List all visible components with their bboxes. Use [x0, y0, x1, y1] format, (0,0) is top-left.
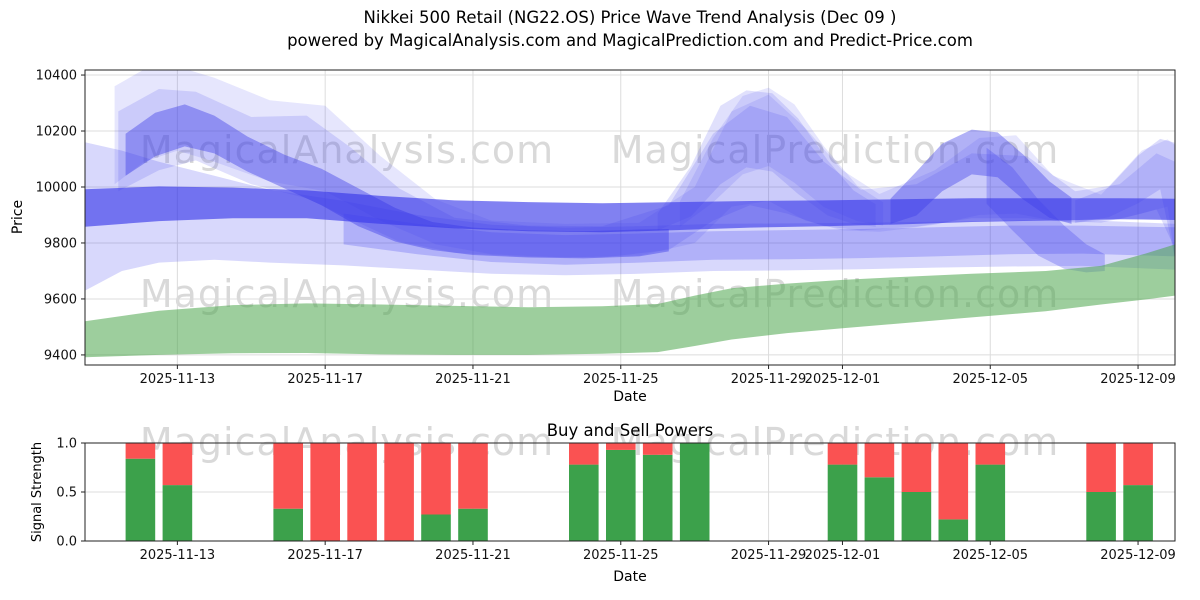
- price-wave-bands: [85, 70, 1175, 358]
- buy-bar-2025-11-21: [458, 508, 488, 541]
- signal-axis-label: Signal Strength: [30, 441, 45, 543]
- svg-text:9800: 9800: [44, 236, 77, 251]
- buy-bar-2025-11-27: [679, 443, 710, 541]
- svg-text:10400: 10400: [36, 69, 77, 84]
- sell-bar-2025-12-02: [864, 443, 895, 478]
- svg-text:9600: 9600: [44, 292, 77, 307]
- sell-bar-2025-12-05: [975, 443, 1006, 465]
- sell-bar-2025-11-13: [162, 443, 193, 486]
- band-channel-core: [85, 186, 1175, 233]
- figure-title: Nikkei 500 Retail (NG22.OS) Price Wave T…: [363, 8, 897, 27]
- svg-text:0.0: 0.0: [56, 535, 77, 550]
- svg-text:2025-11-21: 2025-11-21: [435, 372, 511, 387]
- band-early-spike-core: [125, 104, 669, 259]
- sell-bar-2025-11-20: [421, 443, 451, 515]
- sell-bar-2025-11-26: [642, 443, 673, 455]
- svg-text:2025-11-13: 2025-11-13: [140, 548, 216, 563]
- price-plot-border: [84, 69, 1176, 366]
- svg-text:2025-12-05: 2025-12-05: [952, 372, 1028, 387]
- band-base-fan-left: [85, 142, 1175, 291]
- svg-text:2025-11-25: 2025-11-25: [583, 372, 659, 387]
- band-late-bump-core: [890, 129, 1072, 224]
- price-axis-label: Price: [10, 199, 26, 235]
- svg-text:0.5: 0.5: [56, 486, 77, 501]
- svg-text:2025-11-17: 2025-11-17: [287, 372, 363, 387]
- sell-bar-2025-11-21: [458, 443, 488, 509]
- signal-plot-border: [84, 442, 1176, 542]
- sell-bar-2025-11-17: [310, 443, 340, 541]
- buy-bar-2025-12-02: [864, 477, 895, 541]
- svg-text:2025-11-13: 2025-11-13: [140, 372, 216, 387]
- watermark-analysis-top: MagicalAnalysis.com: [139, 128, 555, 172]
- band-right-rise: [1075, 138, 1175, 259]
- signal-date-axis-label: Date: [613, 569, 647, 585]
- buy-bar-2025-12-09: [1123, 485, 1153, 541]
- band-mid-bump-b: [679, 87, 884, 227]
- svg-text:2025-11-29: 2025-11-29: [731, 548, 807, 563]
- buy-bar-2025-11-16: [273, 508, 303, 541]
- sell-bar-2025-12-04: [938, 443, 969, 520]
- buy-bar-2025-11-12: [125, 458, 156, 541]
- band-mid-bump-a: [657, 90, 876, 231]
- sell-bar-2025-12-09: [1123, 443, 1153, 486]
- svg-text:10000: 10000: [36, 180, 77, 195]
- svg-text:2025-12-09: 2025-12-09: [1100, 372, 1176, 387]
- band-support-green: [85, 244, 1175, 358]
- svg-text:2025-11-17: 2025-11-17: [287, 548, 363, 563]
- svg-text:2025-11-25: 2025-11-25: [583, 548, 659, 563]
- svg-text:2025-12-01: 2025-12-01: [805, 548, 881, 563]
- band-trough-mid: [343, 213, 1175, 265]
- tick-labels: 2025-11-13 2025-11-17 2025-11-21 2025-11-25…: [36, 69, 1176, 563]
- buy-bar-2025-11-20: [421, 514, 451, 541]
- buy-bar-2025-12-08: [1086, 492, 1116, 541]
- sell-bar-2025-11-16: [273, 443, 303, 509]
- buy-bar-2025-11-13: [162, 485, 193, 541]
- price-date-axis-label: Date: [613, 389, 647, 405]
- signal-chart-title: Buy and Sell Powers: [546, 421, 714, 440]
- svg-text:1.0: 1.0: [56, 437, 77, 452]
- sell-bar-2025-12-08: [1086, 443, 1116, 492]
- svg-text:2025-12-09: 2025-12-09: [1100, 548, 1176, 563]
- buy-bar-2025-12-01: [827, 464, 858, 541]
- sell-bar-2025-11-24: [569, 443, 599, 465]
- buy-bar-2025-11-26: [642, 454, 673, 541]
- svg-text:9400: 9400: [44, 348, 77, 363]
- buy-bar-2025-11-25: [606, 449, 636, 541]
- tick-marks: [81, 74, 1139, 545]
- sell-bar-2025-11-18: [347, 443, 377, 541]
- figure-subtitle: powered by MagicalAnalysis.com and Magic…: [287, 31, 973, 50]
- sell-bar-2025-11-12: [125, 443, 156, 459]
- sell-bar-2025-11-25: [606, 443, 636, 450]
- buy-bar-2025-11-24: [569, 464, 599, 541]
- buy-bar-2025-12-03: [901, 492, 932, 541]
- svg-text:2025-11-29: 2025-11-29: [731, 372, 807, 387]
- watermark-prediction-top: MagicalPrediction.com: [610, 128, 1060, 172]
- sell-bar-2025-12-01: [827, 443, 858, 465]
- buy-bar-2025-12-04: [938, 519, 969, 541]
- buy-bar-2025-12-05: [975, 464, 1006, 541]
- svg-text:2025-11-21: 2025-11-21: [435, 548, 511, 563]
- band-late-dip: [986, 147, 1105, 273]
- svg-text:2025-12-01: 2025-12-01: [805, 372, 881, 387]
- sell-bar-2025-12-03: [901, 443, 932, 492]
- svg-text:10200: 10200: [36, 125, 77, 140]
- sell-bar-2025-11-19: [384, 443, 414, 541]
- signal-bars: [125, 443, 1153, 541]
- svg-text:2025-12-05: 2025-12-05: [952, 548, 1028, 563]
